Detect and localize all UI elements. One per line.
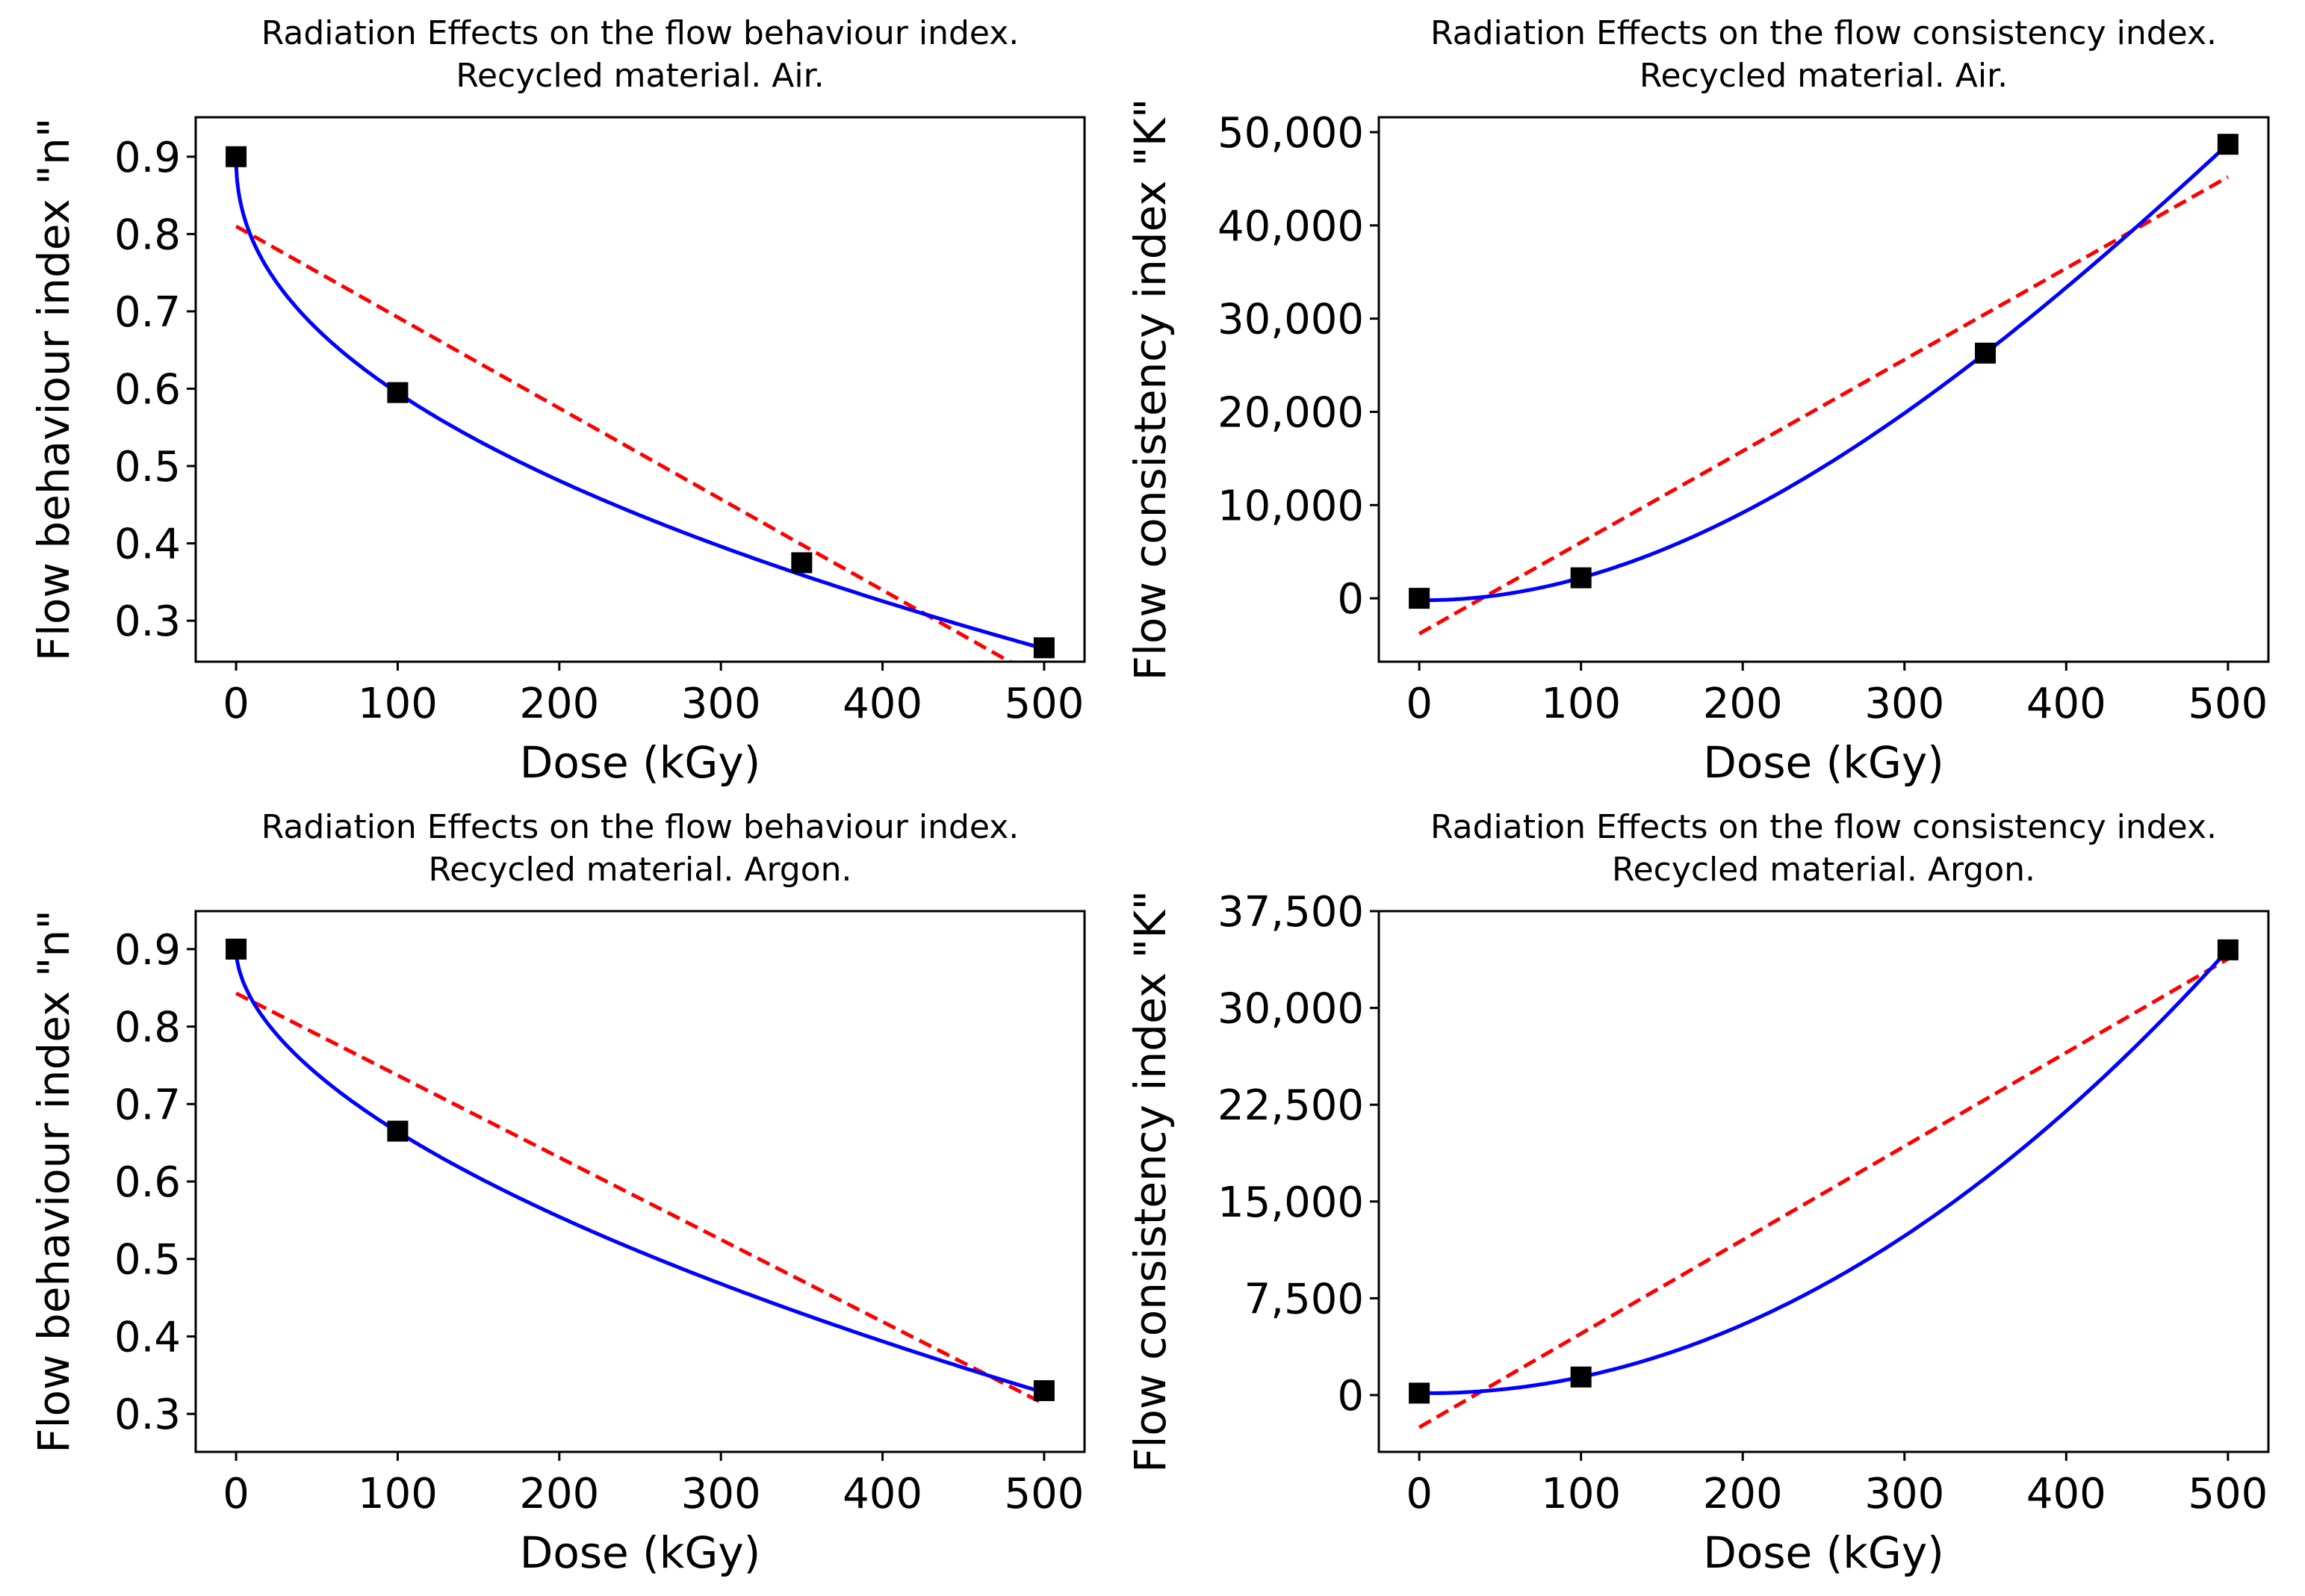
x-tick-label: 0 xyxy=(223,680,249,728)
data-point xyxy=(791,552,813,574)
x-tick-label: 500 xyxy=(1004,680,1084,728)
y-tick-label: 40,000 xyxy=(1217,202,1364,251)
y-tick-label: 0.9 xyxy=(114,926,181,975)
y-tick-label: 22,500 xyxy=(1217,1081,1364,1130)
data-point xyxy=(1409,1382,1430,1404)
x-axis-label: Dose (kGy) xyxy=(520,737,761,788)
chart-title-line: Recycled material. Air. xyxy=(1639,57,2008,95)
y-tick-label: 0 xyxy=(1337,575,1364,624)
x-tick-label: 100 xyxy=(1541,1470,1621,1518)
data-point xyxy=(387,382,409,403)
chart-title-line: Radiation Effects on the flow consistenc… xyxy=(1430,808,2217,846)
x-tick-label: 0 xyxy=(1406,1470,1433,1518)
x-tick-label: 500 xyxy=(1004,1470,1084,1518)
y-tick-label: 0.7 xyxy=(114,1081,181,1129)
y-tick-label: 0.8 xyxy=(114,1004,181,1052)
y-tick-label: 37,500 xyxy=(1217,888,1364,937)
data-point xyxy=(387,1120,409,1142)
y-axis-label: Flow behaviour index "n" xyxy=(28,118,79,662)
x-tick-label: 500 xyxy=(2188,680,2268,728)
plot-frame xyxy=(1377,910,2270,1453)
x-tick-label: 100 xyxy=(358,1470,438,1518)
y-tick-label: 0.3 xyxy=(114,597,181,646)
x-tick-label: 200 xyxy=(519,1470,599,1518)
x-tick-label: 200 xyxy=(1703,1470,1783,1518)
chart-title-line: Recycled material. Air. xyxy=(456,57,824,95)
x-tick-label: 100 xyxy=(358,680,438,728)
data-point xyxy=(1570,1366,1592,1388)
chart-title-line: Radiation Effects on the flow consistenc… xyxy=(1430,14,2217,52)
y-tick-label: 0.4 xyxy=(114,1313,181,1361)
y-tick-label: 0.8 xyxy=(114,211,181,259)
x-tick-label: 300 xyxy=(1864,680,1944,728)
x-tick-label: 100 xyxy=(1541,680,1621,728)
x-tick-label: 400 xyxy=(843,1470,922,1518)
y-tick-label: 20,000 xyxy=(1217,388,1364,437)
y-axis-label: Flow consistency index "K" xyxy=(1125,890,1176,1473)
x-tick-label: 300 xyxy=(1864,1470,1944,1518)
y-tick-label: 15,000 xyxy=(1217,1179,1364,1227)
chart-panel-3: Radiation Effects on the flow behaviour … xyxy=(28,808,1086,1578)
linear-fit-line xyxy=(1418,175,2230,636)
y-tick-label: 0.9 xyxy=(114,134,181,182)
x-axis-label: Dose (kGy) xyxy=(1703,737,1944,788)
x-tick-label: 200 xyxy=(1703,680,1783,728)
y-tick-label: 30,000 xyxy=(1217,985,1364,1034)
data-point xyxy=(2217,939,2239,960)
y-tick-label: 7,500 xyxy=(1244,1275,1364,1323)
x-tick-label: 400 xyxy=(2026,1470,2106,1518)
y-axis-label: Flow behaviour index "n" xyxy=(28,910,79,1453)
y-tick-label: 0.5 xyxy=(114,1236,181,1285)
plot-frame xyxy=(1377,116,2270,663)
curve-fit-line xyxy=(234,156,1045,651)
data-point xyxy=(2217,134,2239,155)
y-tick-label: 50,000 xyxy=(1217,109,1364,158)
data-point xyxy=(1033,1380,1055,1402)
curve-fit-line xyxy=(1419,143,2230,603)
x-tick-label: 400 xyxy=(2026,680,2106,728)
y-tick-label: 0.4 xyxy=(114,521,181,569)
chart-panel-1: Radiation Effects on the flow behaviour … xyxy=(28,14,1086,788)
linear-fit-line xyxy=(1418,957,2230,1429)
x-tick-label: 500 xyxy=(2188,1470,2268,1518)
x-tick-label: 200 xyxy=(519,680,599,728)
y-tick-label: 10,000 xyxy=(1217,482,1364,530)
curve-fit-line xyxy=(234,948,1045,1395)
y-tick-label: 0.3 xyxy=(114,1391,181,1439)
chart-title-line: Recycled material. Argon. xyxy=(1612,851,2035,889)
chart-panel-4: Radiation Effects on the flow consistenc… xyxy=(1125,808,2270,1578)
x-tick-label: 0 xyxy=(1406,680,1433,728)
chart-title-line: Recycled material. Argon. xyxy=(428,851,851,889)
chart-title-line: Radiation Effects on the flow behaviour … xyxy=(261,808,1019,846)
y-tick-label: 0 xyxy=(1337,1372,1364,1420)
x-axis-label: Dose (kGy) xyxy=(1703,1527,1944,1578)
y-tick-label: 0.6 xyxy=(114,1158,181,1207)
y-axis-label: Flow consistency index "K" xyxy=(1125,99,1176,681)
x-axis-label: Dose (kGy) xyxy=(520,1527,761,1578)
y-tick-label: 0.7 xyxy=(114,288,181,337)
data-point xyxy=(226,146,247,167)
curve-fit-line xyxy=(1419,948,2230,1395)
chart-title-line: Radiation Effects on the flow behaviour … xyxy=(261,14,1019,52)
x-tick-label: 0 xyxy=(223,1470,249,1518)
plot-frame xyxy=(194,910,1086,1453)
chart-panel-2: Radiation Effects on the flow consistenc… xyxy=(1125,14,2270,788)
linear-fit-line xyxy=(235,224,1014,662)
linear-fit-line xyxy=(235,991,1046,1406)
data-point xyxy=(1409,588,1430,609)
data-point xyxy=(1033,637,1055,659)
x-tick-label: 400 xyxy=(843,680,922,728)
data-point xyxy=(1975,342,1997,364)
x-tick-label: 300 xyxy=(681,1470,761,1518)
y-tick-label: 30,000 xyxy=(1217,296,1364,344)
plot-frame xyxy=(194,116,1086,663)
y-tick-label: 0.6 xyxy=(114,365,181,414)
x-tick-label: 300 xyxy=(681,680,761,728)
y-tick-label: 0.5 xyxy=(114,443,181,491)
data-point xyxy=(1570,567,1592,589)
data-point xyxy=(226,938,247,960)
